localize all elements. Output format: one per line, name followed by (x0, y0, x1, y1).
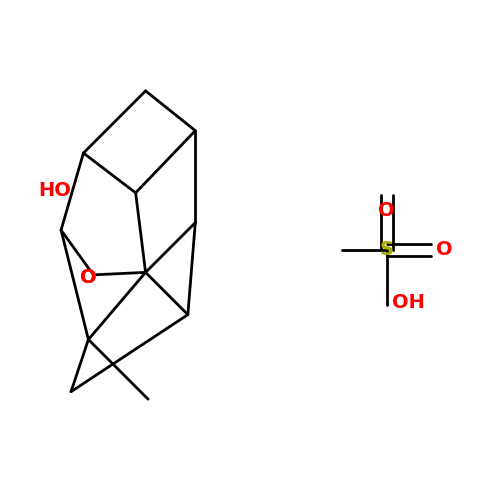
Text: HO: HO (38, 181, 72, 200)
Text: O: O (80, 268, 96, 287)
Text: O: O (80, 268, 96, 287)
Text: S: S (380, 240, 394, 260)
Text: O: O (80, 268, 96, 287)
Text: O: O (436, 240, 453, 260)
Text: OH: OH (392, 292, 424, 312)
Text: O: O (378, 202, 395, 220)
